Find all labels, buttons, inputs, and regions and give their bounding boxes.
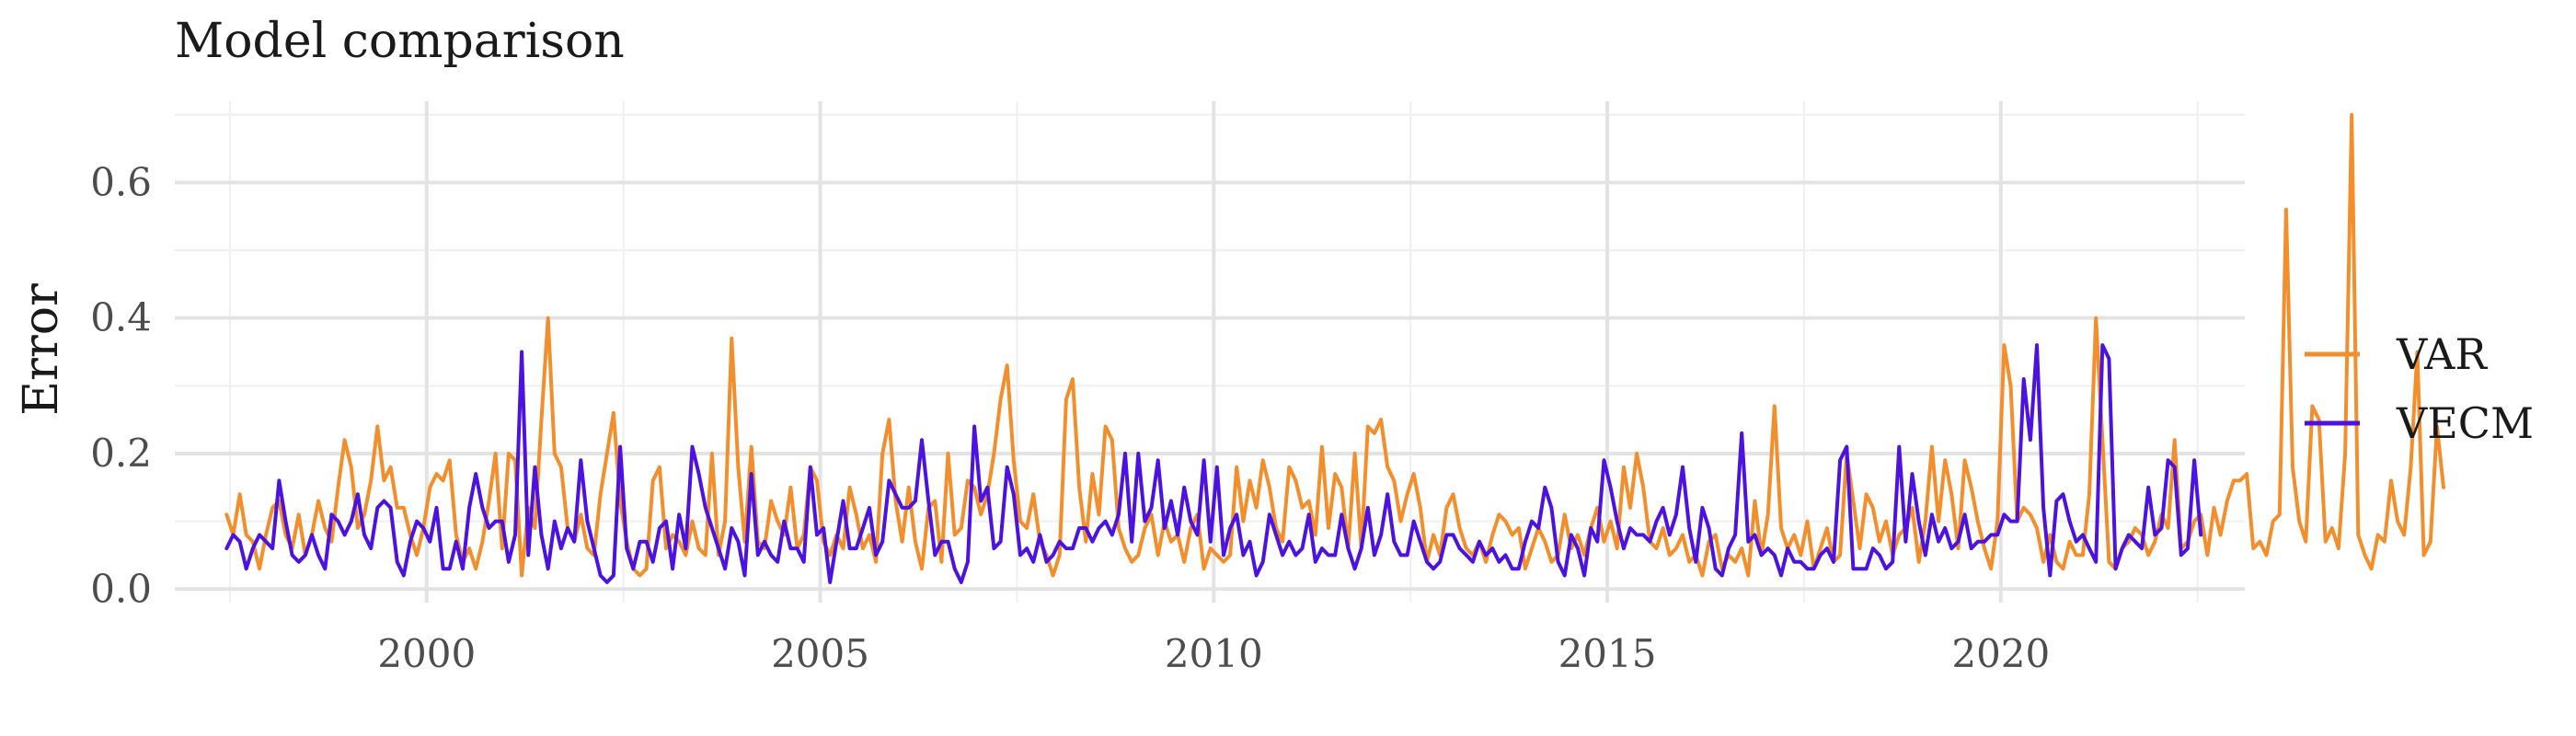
y-tick-label: 0.6 bbox=[90, 159, 152, 204]
y-tick-label: 0.2 bbox=[90, 431, 152, 476]
x-tick-label: 2015 bbox=[1558, 631, 1657, 676]
grid bbox=[175, 101, 2245, 603]
x-tick-label: 2010 bbox=[1165, 631, 1263, 676]
series-lines bbox=[224, 112, 2445, 584]
x-tick-label: 2005 bbox=[771, 631, 869, 676]
y-tick-label: 0.0 bbox=[90, 566, 152, 611]
y-axis-title: Error bbox=[14, 283, 69, 416]
chart-title: Model comparison bbox=[175, 14, 625, 69]
series-line-vecm bbox=[224, 343, 2203, 584]
series-line-var bbox=[224, 112, 2445, 578]
axis-ticks: 2000 2005 2010 2015 2020 0.0 0.2 0.4 0.6 bbox=[90, 159, 2050, 676]
legend-label-vecm: VECM bbox=[2396, 398, 2534, 448]
legend-label-var: VAR bbox=[2396, 329, 2488, 379]
x-tick-label: 2020 bbox=[1951, 631, 2050, 676]
y-tick-label: 0.4 bbox=[90, 295, 152, 340]
x-tick-label: 2000 bbox=[377, 631, 476, 676]
legend: VAR VECM bbox=[2305, 329, 2534, 448]
